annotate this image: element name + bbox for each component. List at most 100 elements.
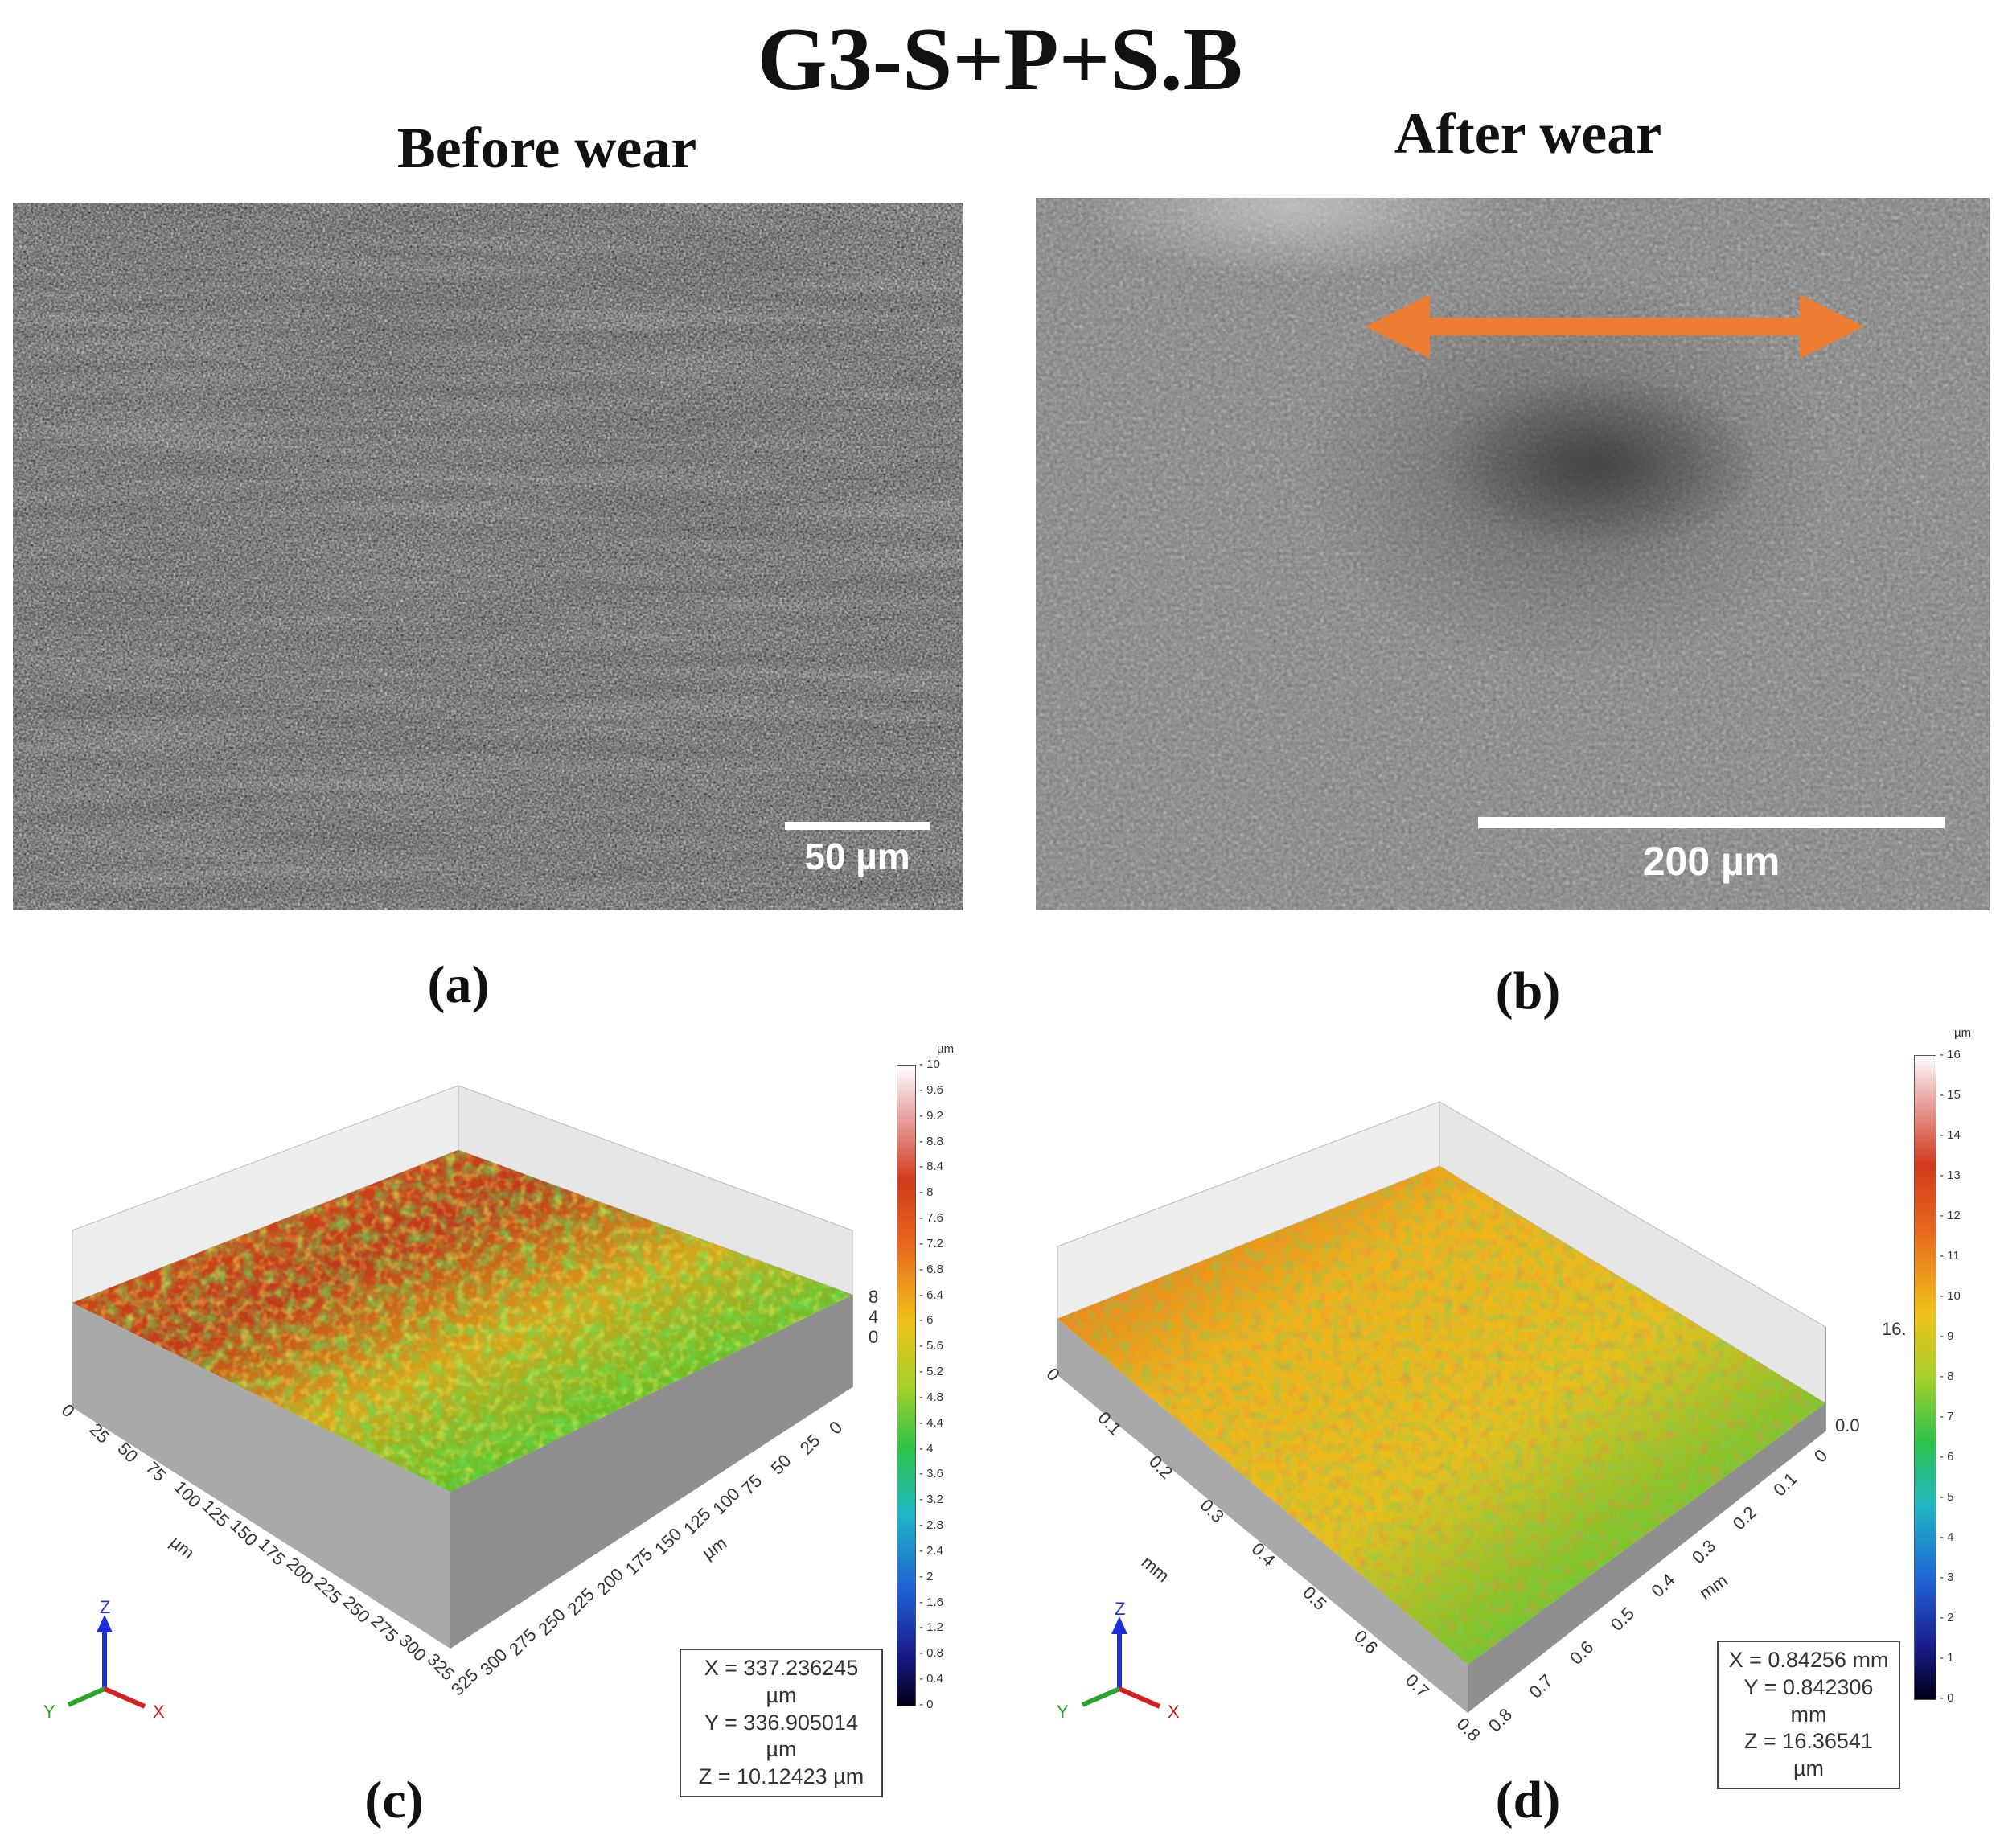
x-tick-d-8: 0.8 <box>1452 1714 1484 1745</box>
colorbar-tick-c-17: - 3.2 <box>919 1493 944 1507</box>
colorbar-unit-d: µm <box>1954 1026 1972 1040</box>
caption-a: (a) <box>427 955 490 1014</box>
axis-triad-d: Z Y X <box>1057 1599 1180 1722</box>
y-tick-d-5: 0.3 <box>1688 1536 1719 1567</box>
colorbar-tick-c-18: - 2.8 <box>919 1518 944 1533</box>
readout-z-c: Z = 10.12423 µm <box>698 1764 864 1788</box>
sem-texture-a <box>13 203 963 910</box>
readout-z-d: Z = 16.36541 µm <box>1744 1729 1873 1780</box>
y-tick-c-1: 300 <box>476 1645 511 1680</box>
y-tick-c-7: 150 <box>651 1524 686 1559</box>
colorbar-tick-c-22: - 1.2 <box>919 1620 944 1635</box>
wear-track-arrow <box>1366 294 1864 359</box>
triad-x-d: X <box>1168 1702 1180 1722</box>
axis-unit-right-c: µm <box>699 1533 731 1563</box>
z-tick-c-1: 4 <box>869 1307 878 1327</box>
triad-z-d: Z <box>1115 1599 1125 1619</box>
y-tick-d-4: 0.4 <box>1647 1570 1678 1601</box>
y-tick-c-13: 0 <box>825 1417 846 1438</box>
colorbar-gradient-c <box>897 1065 916 1706</box>
axis-unit-left-d: mm <box>1138 1552 1173 1587</box>
x-tick-c-12: 300 <box>395 1630 430 1665</box>
colorbar-tick-c-9: - 6.4 <box>919 1287 944 1302</box>
colorbar-tick-c-14: - 4.4 <box>919 1415 944 1430</box>
scale-label-b: 200 µm <box>1642 839 1780 884</box>
axis-unit-left-c: µm <box>166 1532 199 1563</box>
dimension-readout-d: X = 0.84256 mm Y = 0.842306 mm Z = 16.36… <box>1717 1641 1900 1789</box>
y-tick-d-3: 0.5 <box>1607 1604 1638 1635</box>
colorbar-tick-c-24: - 0.4 <box>919 1672 944 1686</box>
colorbar-tick-d-10: - 6 <box>1940 1450 1954 1464</box>
triad-z-c: Z <box>100 1597 110 1617</box>
sem-image-after-wear: 200 µm <box>1036 198 1990 910</box>
colorbar-tick-c-5: - 8 <box>919 1185 934 1200</box>
profile-3d-after: 0.0 16. 0 0.1 0.2 0.3 0.4 0.5 0.6 0.7 0.8 0.8 0.7… <box>1021 1029 1922 1789</box>
readout-x-d: X = 0.84256 mm <box>1728 1648 1889 1672</box>
triad-x-c: X <box>153 1702 165 1722</box>
colorbar-tick-c-20: - 2 <box>919 1569 934 1583</box>
colorbar-tick-d-6: - 10 <box>1940 1289 1961 1303</box>
y-tick-d-2: 0.6 <box>1566 1637 1597 1668</box>
readout-y-c: Y = 336.905014 µm <box>704 1710 858 1762</box>
y-tick-c-5: 200 <box>593 1564 628 1600</box>
axis-triad-c: Z Y X <box>43 1597 165 1722</box>
colorbar-tick-c-23: - 0.8 <box>919 1646 944 1661</box>
colorbar-tick-c-19: - 2.4 <box>919 1543 944 1558</box>
colorbar-tick-c-0: - 10 <box>919 1057 940 1071</box>
readout-y-d: Y = 0.842306 mm <box>1743 1674 1874 1727</box>
colorbar-ticks-d: - 16 - 15 - 14 - 13 - 12 - 11 - 10 - 9 - 8 - 7 - 6… <box>1940 1048 1978 1705</box>
readout-x-c: X = 337.236245 µm <box>704 1656 859 1707</box>
y-tick-c-8: 125 <box>680 1504 715 1539</box>
colorbar-tick-c-11: - 5.6 <box>919 1339 944 1353</box>
surface-plot-d: 0.0 16. 00.10.20.30.40.50.60.70.8 0.80.7… <box>1042 1101 1907 1745</box>
axis-unit-right-d: mm <box>1696 1571 1731 1604</box>
y-tick-d-8: 0 <box>1810 1445 1831 1466</box>
colorbar-c: µm - 10 - 9.6 - 9.2 - 8.8 - 8.4 - 8 - 7.6 - 7.2… <box>897 1042 961 1718</box>
dimension-readout-c: X = 337.236245 µm Y = 336.905014 µm Z = … <box>680 1649 883 1797</box>
y-tick-c-11: 50 <box>767 1451 795 1479</box>
colorbar-tick-c-21: - 1.6 <box>919 1595 944 1609</box>
colorbar-tick-c-3: - 8.8 <box>919 1134 944 1148</box>
colorbar-tick-d-1: - 15 <box>1940 1088 1961 1102</box>
caption-b: (b) <box>1495 962 1561 1021</box>
colorbar-tick-c-15: - 4 <box>919 1441 934 1456</box>
colorbar-tick-d-15: - 1 <box>1940 1651 1954 1665</box>
colorbar-tick-d-5: - 11 <box>1940 1249 1960 1263</box>
colorbar-tick-d-4: - 12 <box>1940 1209 1961 1222</box>
colorbar-tick-c-12: - 5.2 <box>919 1365 944 1379</box>
colorbar-gradient-d <box>1914 1055 1936 1700</box>
colorbar-tick-c-1: - 9.6 <box>919 1082 944 1097</box>
colorbar-tick-c-6: - 7.6 <box>919 1211 944 1226</box>
caption-c: (c) <box>364 1771 424 1830</box>
colorbar-tick-d-8: - 8 <box>1940 1370 1954 1383</box>
colorbar-tick-c-8: - 6.8 <box>919 1262 944 1276</box>
scale-bar-b <box>1478 817 1945 828</box>
colorbar-tick-d-16: - 0 <box>1940 1691 1954 1705</box>
y-tick-c-6: 175 <box>622 1544 657 1579</box>
z-tick-c-0: 0 <box>869 1327 878 1347</box>
z-tick-d-0: 0.0 <box>1835 1415 1860 1435</box>
y-tick-c-12: 25 <box>796 1431 824 1459</box>
colorbar-tick-c-7: - 7.2 <box>919 1236 944 1250</box>
colorbar-tick-d-13: - 3 <box>1940 1571 1954 1584</box>
y-tick-d-6: 0.2 <box>1729 1502 1760 1534</box>
x-tick-c-0: 0 <box>57 1400 78 1421</box>
profile-3d-before: 0 4 8 0 25 50 75 100 125 150 175 200 225 250 275 300… <box>0 1029 1005 1797</box>
surface-plot-c: 0 4 8 0255075100125150175200225250275300… <box>43 1085 878 1722</box>
colorbar-tick-d-11: - 5 <box>1940 1490 1954 1504</box>
caption-d: (d) <box>1495 1771 1561 1830</box>
y-tick-c-9: 100 <box>708 1484 744 1519</box>
colorbar-tick-c-10: - 6 <box>919 1313 934 1328</box>
z-tick-d-1: 16. <box>1882 1319 1907 1339</box>
panel-b-header: After wear <box>1394 101 1662 166</box>
colorbar-unit-c: µm <box>937 1042 955 1056</box>
x-tick-c-10: 250 <box>339 1591 374 1627</box>
sem-image-before-wear: 50 µm <box>13 203 963 910</box>
y-tick-c-2: 275 <box>505 1624 540 1660</box>
colorbar-tick-d-2: - 14 <box>1940 1128 1961 1142</box>
colorbar-tick-d-12: - 4 <box>1940 1530 1954 1544</box>
colorbar-ticks-c: - 10 - 9.6 - 9.2 - 8.8 - 8.4 - 8 - 7.6 - 7.2 - 6… <box>919 1057 961 1711</box>
colorbar-d: µm - 16 - 15 - 14 - 13 - 12 - 11 - 10 - 9 - 8 - 7… <box>1914 1026 1978 1718</box>
triad-y-c: Y <box>43 1702 55 1722</box>
colorbar-tick-c-4: - 8.4 <box>919 1160 944 1174</box>
